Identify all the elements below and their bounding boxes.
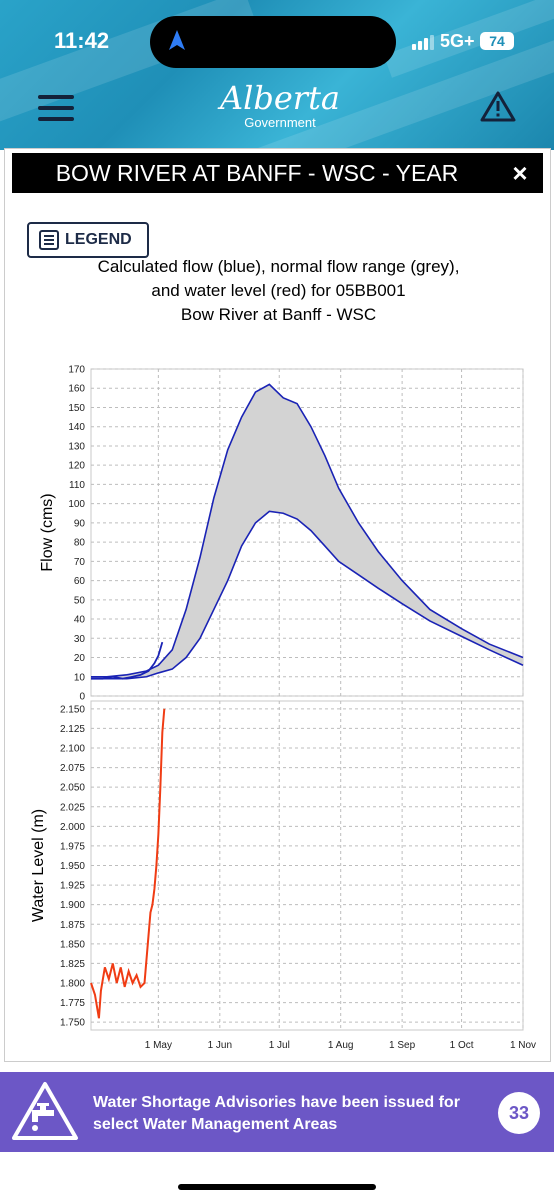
modal-header: BOW RIVER AT BANFF - WSC - YEAR × [12,153,543,193]
brand-subtitle: Government [244,115,316,130]
flow-y-tick-label: 40 [74,615,86,626]
alberta-logo: Alberta Government [190,80,370,136]
x-tick-label: 1 Aug [328,1040,354,1051]
brand-name: Alberta [220,79,340,117]
level-y-tick-label: 2.000 [60,822,85,833]
x-tick-label: 1 Oct [450,1040,474,1051]
chart-title-line-2: and water level (red) for 05BB001 [151,281,406,300]
level-y-tick-label: 1.750 [60,1018,85,1029]
list-icon [39,230,59,250]
warning-icon[interactable] [480,90,516,122]
x-tick-label: 1 May [145,1040,172,1051]
cellular-signal-icon [412,34,434,50]
flow-y-tick-label: 160 [68,384,85,395]
chart-title: Calculated flow (blue), normal flow rang… [5,255,552,327]
close-button[interactable]: × [512,158,528,188]
navigation-arrow-icon [169,30,185,50]
level-y-tick-label: 1.825 [60,959,85,970]
level-y-tick-label: 2.075 [60,763,85,774]
flow-plot-area [90,368,524,697]
x-tick-label: 1 Jul [269,1040,290,1051]
flow-y-tick-label: 60 [74,576,86,587]
flow-y-tick-label: 20 [74,653,86,664]
flow-y-tick-label: 10 [74,672,86,683]
modal-title: BOW RIVER AT BANFF - WSC - YEAR [55,160,459,186]
flow-y-tick-label: 150 [68,403,85,414]
menu-button[interactable] [38,95,74,121]
network-type: 5G+ [440,31,475,51]
flow-y-tick-label: 70 [74,557,86,568]
level-y-tick-label: 1.950 [60,861,85,872]
level-y-tick-label: 1.900 [60,900,85,911]
flow-y-tick-label: 30 [74,634,86,645]
normal-flow-range-band [91,384,523,679]
level-y-tick-label: 2.125 [60,724,85,735]
flow-and-level-chart: 0 10 20 30 40 50 60 70 80 90 100 110 120 130 140 150 160… [30,365,536,1052]
chart-title-line-3: Bow River at Banff - WSC [180,305,377,324]
water-shortage-warning-icon [12,1082,78,1140]
level-y-tick-label: 1.875 [60,920,85,931]
calculated-flow-line [91,641,164,680]
flow-y-tick-label: 170 [68,365,85,376]
flow-y-tick-label: 90 [74,518,86,529]
legend-button[interactable]: LEGEND [27,222,149,258]
menu-bar [38,106,74,110]
home-area [0,1152,554,1200]
advisory-count-badge: 33 [498,1092,540,1134]
flow-y-tick-label: 110 [69,480,85,491]
level-y-axis-label: Water Level (m) [30,809,47,922]
flow-y-tick-label: 0 [79,692,85,703]
home-indicator[interactable] [178,1184,376,1190]
flow-y-tick-label: 120 [68,461,85,472]
x-tick-label: 1 Nov [510,1040,536,1051]
flow-y-tick-label: 80 [74,538,86,549]
dynamic-island [150,16,396,68]
flow-y-axis-label: Flow (cms) [39,493,56,571]
status-bar: 11:42 5G+ 74 [0,0,554,80]
flow-y-tick-label: 140 [68,422,85,433]
chart-modal: BOW RIVER AT BANFF - WSC - YEAR × LEGEND… [4,148,551,1062]
water-level-line [90,708,166,1019]
level-y-tick-label: 1.975 [60,841,85,852]
flow-y-tick-label: 50 [74,595,86,606]
battery-icon: 74 [480,32,514,50]
status-time: 11:42 [54,28,110,53]
level-y-tick-label: 2.025 [60,802,85,813]
chart-title-line-1: Calculated flow (blue), normal flow rang… [97,257,460,276]
x-tick-label: 1 Sep [389,1040,416,1051]
level-y-tick-label: 1.850 [60,939,85,950]
flow-y-tick-label: 130 [68,441,85,452]
level-y-tick-label: 2.100 [60,744,85,755]
level-y-tick-label: 1.775 [60,998,85,1009]
legend-button-label: LEGEND [65,231,132,248]
menu-bar [38,95,74,99]
level-y-tick-label: 2.050 [60,783,85,794]
normal-range-lower-line [91,510,524,680]
x-tick-label: 1 Jun [208,1040,232,1051]
level-y-tick-label: 1.925 [60,881,85,892]
level-y-tick-label: 1.800 [60,979,85,990]
menu-bar [38,117,74,121]
advisory-banner[interactable]: Water Shortage Advisories have been issu… [0,1072,554,1152]
level-y-tick-label: 2.150 [60,704,85,715]
normal-range-upper-line [91,383,524,678]
advisory-text: Water Shortage Advisories have been issu… [93,1094,460,1133]
flow-y-tick-label: 100 [68,499,85,510]
